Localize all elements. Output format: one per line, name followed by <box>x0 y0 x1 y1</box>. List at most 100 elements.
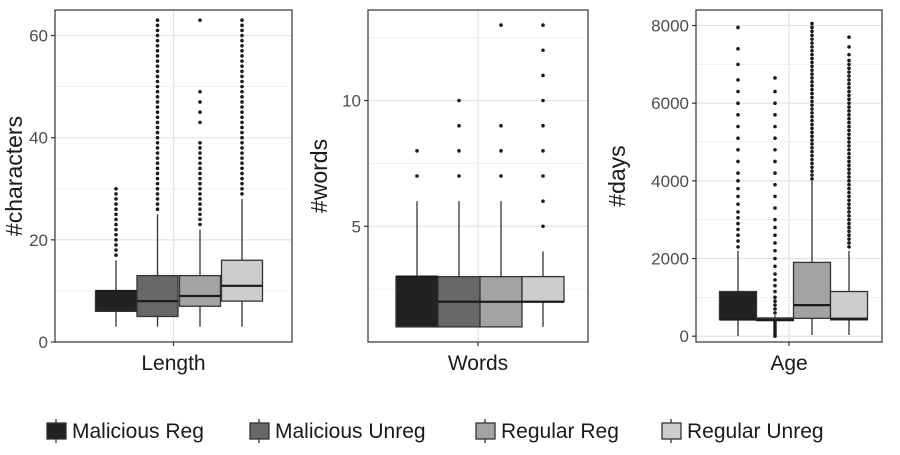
outlier-point <box>847 182 851 187</box>
outlier-point <box>155 100 160 104</box>
panel-words: 5 10 Words #words <box>306 9 589 375</box>
outlier-point <box>155 197 160 201</box>
outlier-point <box>240 156 244 160</box>
outlier-point <box>847 85 851 90</box>
outlier-point <box>240 135 244 140</box>
outlier-point <box>155 207 160 211</box>
outlier-point <box>240 64 244 68</box>
legend-label: Malicious Reg <box>72 420 204 443</box>
outlier-point <box>114 227 118 232</box>
outlier-point <box>457 123 461 128</box>
outlier-point <box>240 89 244 94</box>
y-tick-label: 2000 <box>651 250 689 269</box>
outlier-point <box>847 136 851 140</box>
y-tick-label: 5 <box>352 217 361 236</box>
outlier-point <box>810 95 814 100</box>
y-axis-label: #days <box>604 145 630 206</box>
outlier-point <box>240 125 244 130</box>
outlier-point <box>198 100 202 104</box>
boxplot-regular-unreg <box>220 18 264 327</box>
outlier-point <box>155 74 160 79</box>
outlier-point <box>155 141 160 145</box>
outlier-point <box>773 182 777 187</box>
outlier-point <box>541 48 545 53</box>
legend-key-box <box>46 422 67 440</box>
outlier-point <box>847 105 851 109</box>
outlier-point <box>114 202 118 206</box>
outlier-point <box>114 192 118 196</box>
outlier-point <box>155 23 160 28</box>
outlier-point <box>240 166 244 171</box>
outlier-point <box>240 115 244 120</box>
outlier-point <box>736 202 740 206</box>
legend-item-malicious-reg: Malicious Reg <box>46 419 204 443</box>
outlier-point <box>847 229 851 234</box>
outlier-point <box>240 33 244 38</box>
outlier-point <box>773 217 777 222</box>
outlier-point <box>847 233 851 238</box>
outlier-point <box>810 149 814 154</box>
outlier-point <box>541 149 545 153</box>
outlier-point <box>240 110 244 114</box>
outlier-point <box>155 18 160 23</box>
outlier-point <box>240 49 244 53</box>
outlier-point <box>155 95 160 99</box>
outlier-point <box>240 38 244 43</box>
y-tick-label: 40 <box>29 129 48 148</box>
outlier-point <box>810 52 814 57</box>
y-axis-label: #characters <box>1 116 27 236</box>
outlier-point <box>810 41 814 45</box>
outlier-point <box>155 33 160 38</box>
outlier-point <box>847 159 851 164</box>
outlier-point <box>847 101 851 105</box>
outlier-point <box>736 245 740 249</box>
x-axis-label: Words <box>448 352 508 375</box>
panel-age: 0 2000 4000 6000 8000 Age #days <box>604 9 883 375</box>
outlier-point <box>155 54 160 58</box>
outlier-point <box>847 190 851 195</box>
outlier-point <box>198 166 202 171</box>
outlier-point <box>198 217 202 222</box>
outlier-point <box>810 68 814 72</box>
outlier-point <box>541 98 545 103</box>
outlier-point <box>847 194 851 199</box>
outlier-point <box>847 89 851 94</box>
outlier-point <box>155 69 160 74</box>
outlier-point <box>847 45 851 49</box>
outlier-point <box>810 33 814 38</box>
outlier-point <box>114 217 118 222</box>
outlier-point <box>155 28 160 33</box>
legend-item-regular-reg: Regular Reg <box>475 419 619 443</box>
outlier-point <box>240 84 244 89</box>
outlier-point <box>736 186 740 191</box>
outlier-point <box>773 76 777 80</box>
outlier-point <box>240 120 244 125</box>
x-axis-label: Age <box>770 352 807 375</box>
boxplot-malicious-unreg <box>755 76 795 338</box>
outlier-point <box>810 153 814 158</box>
outlier-point <box>847 214 851 218</box>
outlier-point <box>736 147 740 152</box>
outlier-point <box>773 303 777 307</box>
outlier-point <box>240 161 244 166</box>
outlier-point <box>240 95 244 99</box>
outlier-point <box>847 140 851 144</box>
outlier-point <box>155 110 160 114</box>
outlier-point <box>810 72 814 76</box>
outlier-point <box>847 151 851 156</box>
y-tick-label: 8000 <box>651 17 689 36</box>
legend-label: Malicious Unreg <box>275 420 426 443</box>
legend-label: Regular Unreg <box>687 420 824 443</box>
outlier-point <box>847 144 851 148</box>
outlier-point <box>155 43 160 48</box>
outlier-point <box>155 202 160 206</box>
outlier-point <box>457 149 461 153</box>
y-tick-label: 60 <box>29 27 48 46</box>
outlier-point <box>155 151 160 155</box>
outlier-point <box>773 225 777 230</box>
outlier-point <box>155 171 160 176</box>
outlier-point <box>847 116 851 121</box>
outlier-point <box>736 210 740 214</box>
outlier-point <box>155 146 160 150</box>
